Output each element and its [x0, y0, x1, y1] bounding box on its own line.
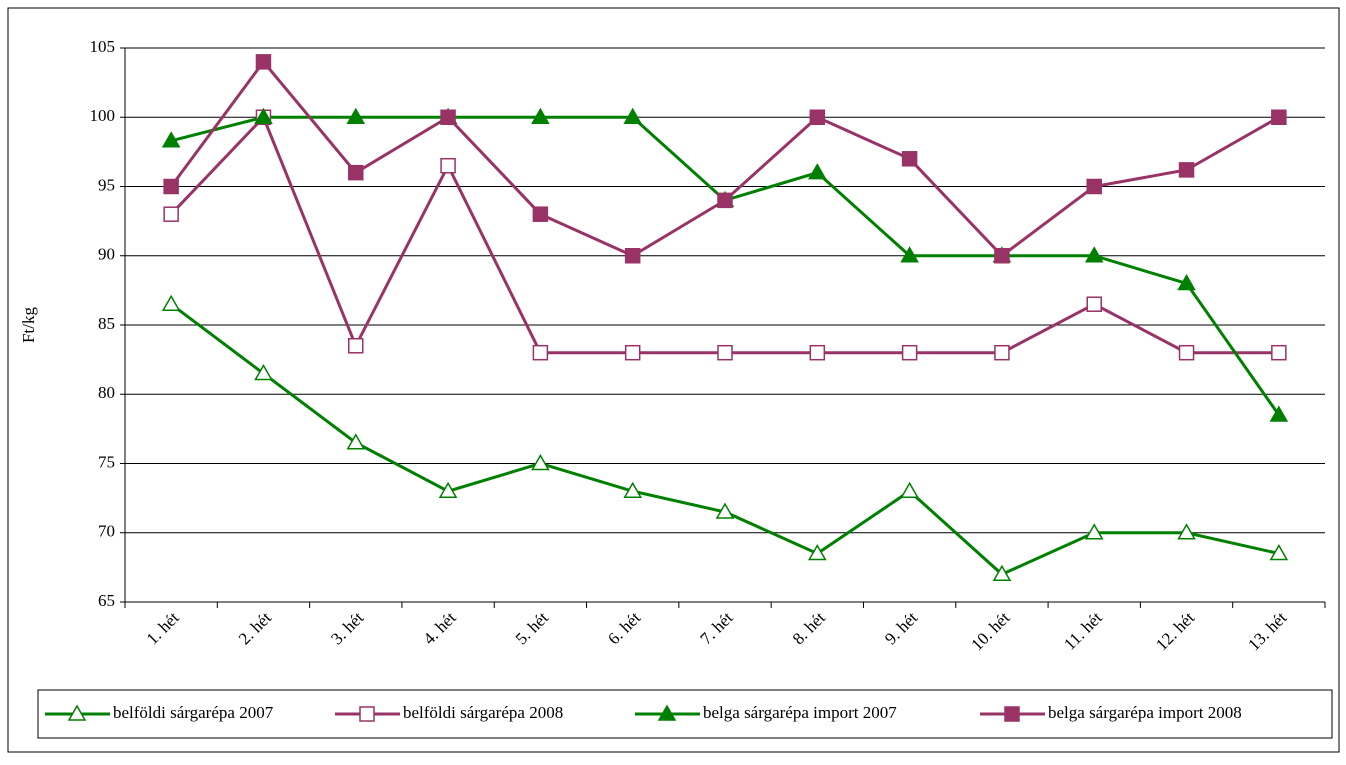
point-marker — [1178, 162, 1195, 178]
point-marker — [992, 564, 1012, 582]
point-marker — [623, 481, 642, 498]
y-tick-label: 75 — [98, 452, 115, 471]
point-marker — [900, 246, 919, 263]
point-marker — [163, 206, 179, 222]
y-tick-label: 65 — [98, 591, 115, 610]
point-marker — [901, 151, 918, 167]
point-marker — [161, 294, 181, 311]
point-marker — [717, 192, 733, 209]
point-marker — [163, 178, 179, 195]
point-marker — [994, 248, 1010, 264]
point-marker — [808, 163, 827, 180]
point-marker — [440, 109, 456, 125]
point-marker — [901, 344, 918, 361]
y-tick-label: 80 — [98, 383, 115, 402]
point-marker — [359, 706, 375, 722]
point-marker — [1271, 109, 1287, 125]
point-marker — [346, 433, 366, 450]
y-tick-label: 95 — [98, 175, 115, 194]
point-marker — [531, 107, 550, 124]
y-tick-label: 100 — [90, 106, 116, 125]
legend-label: belga sárgarépa import 2008 — [1048, 703, 1242, 722]
point-marker — [1269, 544, 1289, 561]
point-marker — [1271, 344, 1287, 361]
point-marker — [624, 248, 641, 264]
chart-frame — [7, 7, 1340, 753]
point-marker — [623, 107, 642, 124]
point-marker — [532, 206, 549, 222]
point-marker — [532, 344, 549, 361]
point-marker — [1086, 296, 1102, 312]
y-axis-label: Ft/kg — [19, 307, 38, 343]
point-marker — [346, 107, 366, 124]
point-marker — [808, 544, 827, 561]
point-marker — [1084, 246, 1104, 263]
point-marker — [715, 502, 735, 519]
point-marker — [1086, 178, 1102, 195]
point-marker — [440, 157, 456, 174]
point-marker — [161, 131, 181, 148]
point-marker — [348, 164, 364, 181]
y-tick-label: 70 — [98, 522, 115, 541]
point-marker — [717, 344, 733, 361]
point-marker — [1004, 706, 1020, 722]
point-marker — [900, 481, 919, 498]
point-marker — [254, 363, 273, 381]
point-marker — [1269, 405, 1289, 422]
legend-label: belföldi sárgarépa 2007 — [113, 703, 274, 722]
point-marker — [1084, 523, 1104, 540]
point-marker — [67, 704, 87, 721]
point-marker — [254, 107, 273, 124]
y-tick-label: 90 — [98, 245, 115, 264]
y-tick-label: 105 — [90, 37, 116, 56]
point-marker — [1177, 273, 1196, 291]
point-marker — [531, 453, 550, 471]
y-tick-label: 85 — [98, 314, 115, 333]
legend-label: belga sárgarépa import 2007 — [703, 703, 897, 722]
point-marker — [994, 344, 1010, 361]
point-marker — [657, 704, 677, 721]
point-marker — [348, 338, 364, 354]
point-marker — [809, 344, 826, 361]
point-marker — [438, 481, 458, 498]
point-marker — [255, 54, 272, 70]
point-marker — [624, 344, 641, 361]
point-marker — [1177, 523, 1196, 540]
point-marker — [809, 109, 826, 125]
legend-label: belföldi sárgarépa 2008 — [403, 703, 563, 722]
point-marker — [1178, 344, 1195, 361]
